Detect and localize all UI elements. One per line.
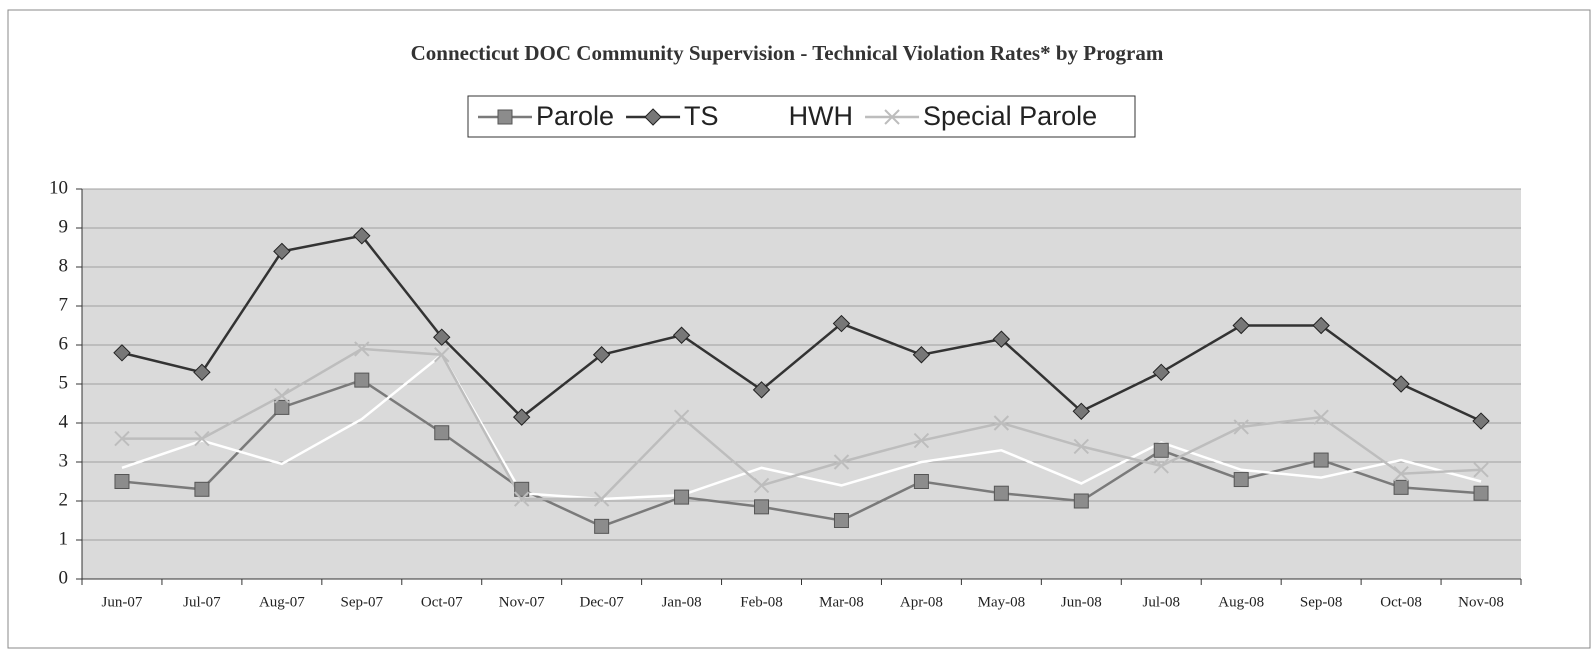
- series-line: [121, 352, 1482, 501]
- marker: [592, 346, 611, 364]
- marker: [193, 363, 211, 382]
- marker: [1073, 438, 1090, 455]
- y-tick-label: 1: [59, 528, 69, 549]
- y-tick-label: 8: [59, 255, 69, 276]
- marker: [1472, 412, 1490, 430]
- x-tick-label: May-08: [978, 594, 1026, 610]
- y-tick-label: 7: [59, 294, 69, 315]
- marker: [1152, 363, 1170, 382]
- marker: [497, 109, 513, 125]
- marker: [113, 344, 131, 362]
- x-tick-label: Aug-07: [259, 594, 305, 610]
- marker: [594, 518, 610, 534]
- y-tick-label: 9: [59, 216, 69, 237]
- marker: [273, 242, 291, 261]
- marker: [1232, 316, 1250, 335]
- marker: [1233, 419, 1249, 435]
- y-tick-label: 5: [59, 372, 69, 393]
- y-tick-label: 6: [59, 333, 69, 354]
- marker: [114, 474, 130, 489]
- marker: [354, 341, 370, 357]
- marker: [1393, 465, 1409, 482]
- marker: [434, 347, 450, 363]
- marker: [833, 454, 850, 470]
- chart-title: Connecticut DOC Community Supervision - …: [411, 41, 1164, 65]
- marker: [672, 326, 691, 344]
- marker: [1233, 472, 1249, 488]
- marker: [1072, 402, 1091, 421]
- marker: [274, 387, 290, 404]
- x-tick-label: Oct-07: [421, 594, 463, 610]
- marker: [1153, 458, 1169, 474]
- y-tick-label: 2: [59, 489, 69, 510]
- marker: [913, 474, 929, 489]
- marker: [513, 491, 530, 507]
- legend-label: TS: [684, 101, 719, 131]
- legend-label: Parole: [536, 101, 614, 131]
- y-tick-label: 4: [59, 411, 69, 432]
- marker: [752, 381, 771, 399]
- marker: [274, 399, 290, 415]
- marker: [1313, 452, 1329, 468]
- marker: [644, 108, 662, 126]
- marker: [832, 314, 851, 333]
- marker: [673, 409, 690, 425]
- series-line: [121, 347, 1482, 501]
- marker: [1473, 462, 1489, 478]
- y-tick-label: 10: [49, 177, 68, 198]
- marker: [1473, 485, 1489, 501]
- marker: [1312, 316, 1330, 335]
- x-tick-label: Apr-08: [900, 594, 943, 610]
- marker: [114, 430, 130, 447]
- marker: [194, 430, 210, 447]
- marker: [833, 513, 849, 528]
- marker: [993, 415, 1010, 431]
- x-tick-label: Jul-08: [1143, 594, 1181, 610]
- marker: [884, 109, 900, 125]
- series-line: [121, 378, 1482, 528]
- marker: [353, 227, 371, 245]
- x-tick-label: Jun-07: [102, 594, 143, 610]
- x-tick-label: Mar-08: [819, 594, 864, 610]
- marker: [992, 330, 1011, 348]
- marker: [194, 481, 210, 497]
- y-tick-label: 0: [59, 567, 69, 588]
- x-tick-label: Aug-08: [1218, 594, 1264, 610]
- marker: [433, 328, 451, 346]
- marker: [754, 499, 770, 515]
- marker: [1313, 409, 1329, 425]
- legend-label: HWH: [789, 101, 853, 131]
- marker: [1393, 479, 1409, 495]
- marker: [434, 425, 450, 441]
- x-tick-label: Oct-08: [1380, 594, 1422, 610]
- marker: [913, 432, 930, 449]
- legend-label: Special Parole: [923, 101, 1097, 131]
- marker: [354, 372, 370, 388]
- marker: [674, 489, 690, 505]
- x-tick-label: Nov-07: [499, 594, 545, 610]
- marker: [993, 485, 1009, 501]
- x-tick-label: Jun-08: [1061, 594, 1102, 610]
- marker: [1392, 375, 1410, 393]
- marker: [912, 346, 931, 364]
- x-tick-label: Nov-08: [1458, 594, 1504, 610]
- series-line: [121, 234, 1482, 423]
- marker: [1153, 442, 1169, 458]
- marker: [1073, 493, 1089, 509]
- x-tick-label: Jul-07: [183, 594, 221, 610]
- x-tick-label: Sep-07: [341, 594, 384, 610]
- marker: [593, 491, 610, 507]
- x-tick-label: Dec-07: [580, 594, 625, 610]
- x-tick-label: Jan-08: [662, 594, 702, 610]
- marker: [512, 408, 531, 426]
- marker: [514, 481, 530, 497]
- legend-box: [467, 95, 1136, 138]
- x-tick-label: Feb-08: [740, 594, 783, 610]
- marker: [753, 477, 770, 494]
- y-tick-label: 3: [59, 450, 69, 471]
- x-tick-label: Sep-08: [1300, 594, 1343, 610]
